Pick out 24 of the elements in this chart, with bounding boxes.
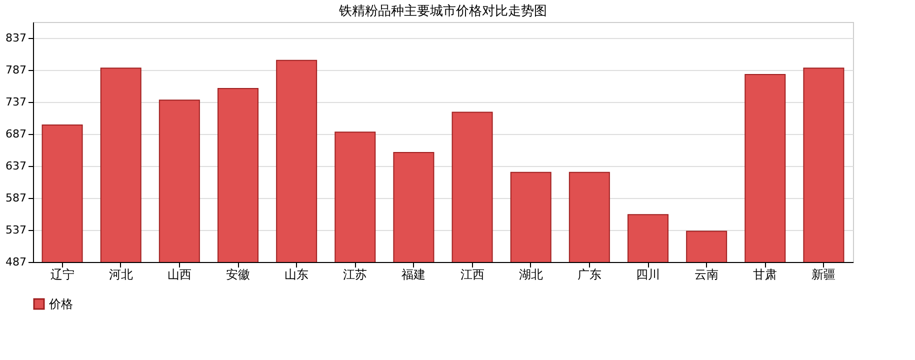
x-tick-label: 江西 [460,268,484,282]
x-tick-label: 安徽 [226,268,250,282]
y-tick-label: 687 [6,128,26,140]
x-tick-label: 江苏 [343,268,368,282]
x-tick-label: 山西 [167,268,192,282]
legend-label: 价格 [48,297,73,311]
x-tick-label: 福建 [402,268,426,282]
y-tick-label: 587 [6,192,26,204]
x-tick-label: 四川 [636,268,660,282]
x-tick-label: 甘肃 [753,268,778,282]
y-tick-label: 737 [6,96,26,108]
y-tick-label: 637 [6,160,26,172]
y-tick-label: 537 [6,224,26,236]
x-tick-label: 云南 [694,268,719,282]
x-tick-label: 湖北 [518,268,543,282]
x-tick-label: 山东 [284,268,309,282]
y-tick-label: 837 [6,32,26,44]
chart-title: 铁精粉品种主要城市价格对比走势图 [338,3,547,19]
y-tick-label: 787 [6,64,26,76]
x-tick-label: 河北 [108,268,133,282]
x-tick-label: 新疆 [812,268,836,282]
y-tick-label: 487 [6,256,26,268]
x-tick-label: 辽宁 [50,268,74,282]
x-tick-label: 广东 [577,268,602,282]
